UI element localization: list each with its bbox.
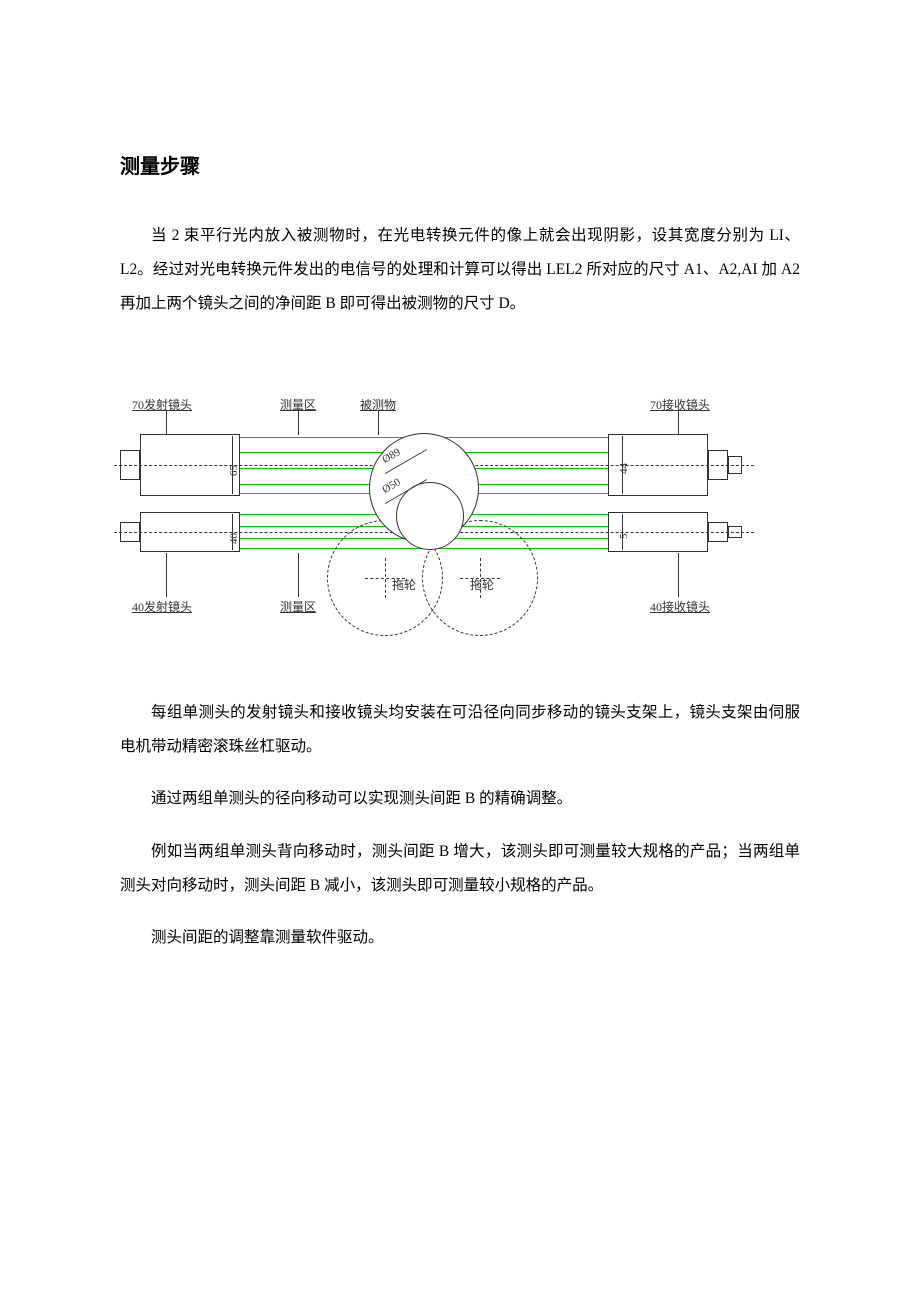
measurement-diagram: 70发射镜头 测量区 被测物 70接收镜头 40发射镜头 测量区 拖轮 拖轮 4… [120, 376, 760, 636]
dim-bar [622, 514, 623, 550]
section-heading: 测量步骤 [120, 150, 800, 179]
leader [678, 411, 679, 435]
dim-bar [232, 514, 233, 550]
dim-bar [232, 436, 233, 494]
leader [378, 411, 379, 435]
roller-centerline [385, 558, 386, 598]
dim-bar [622, 436, 623, 494]
leader [678, 553, 679, 597]
dim-65: 65 [228, 465, 240, 476]
paragraph-5: 测头间距的调整靠测量软件驱动。 [120, 921, 800, 955]
roller-centerline [480, 558, 481, 598]
paragraph-3: 通过两组单测头的径向移动可以实现测头间距 B 的精确调整。 [120, 782, 800, 816]
dim-5: 5 [618, 534, 630, 540]
leader [298, 553, 299, 597]
paragraph-1: 当 2 束平行光内放入被测物时，在光电转换元件的像上就会出现阴影，设其宽度分别为… [120, 219, 800, 321]
label-meas-zone-bottom: 测量区 [280, 598, 316, 615]
dim-40: 40 [228, 533, 240, 544]
label-recv70: 70接收镜头 [650, 396, 710, 413]
leader [166, 411, 167, 435]
leader [298, 411, 299, 435]
leader [166, 553, 167, 597]
paragraph-2: 每组单测头的发射镜头和接收镜头均安装在可沿径向同步移动的镜头支架上，镜头支架由伺… [120, 696, 800, 764]
label-emit40: 40发射镜头 [132, 598, 192, 615]
object-circle-small [396, 482, 464, 550]
paragraph-4: 例如当两组单测头背向移动时，测头间距 B 增大，该测头即可测量较大规格的产品；当… [120, 835, 800, 903]
dim-44: 44 [618, 463, 630, 474]
diagram-container: 70发射镜头 测量区 被测物 70接收镜头 40发射镜头 测量区 拖轮 拖轮 4… [120, 376, 800, 636]
label-recv40: 40接收镜头 [650, 598, 710, 615]
label-emit70: 70发射镜头 [132, 396, 192, 413]
